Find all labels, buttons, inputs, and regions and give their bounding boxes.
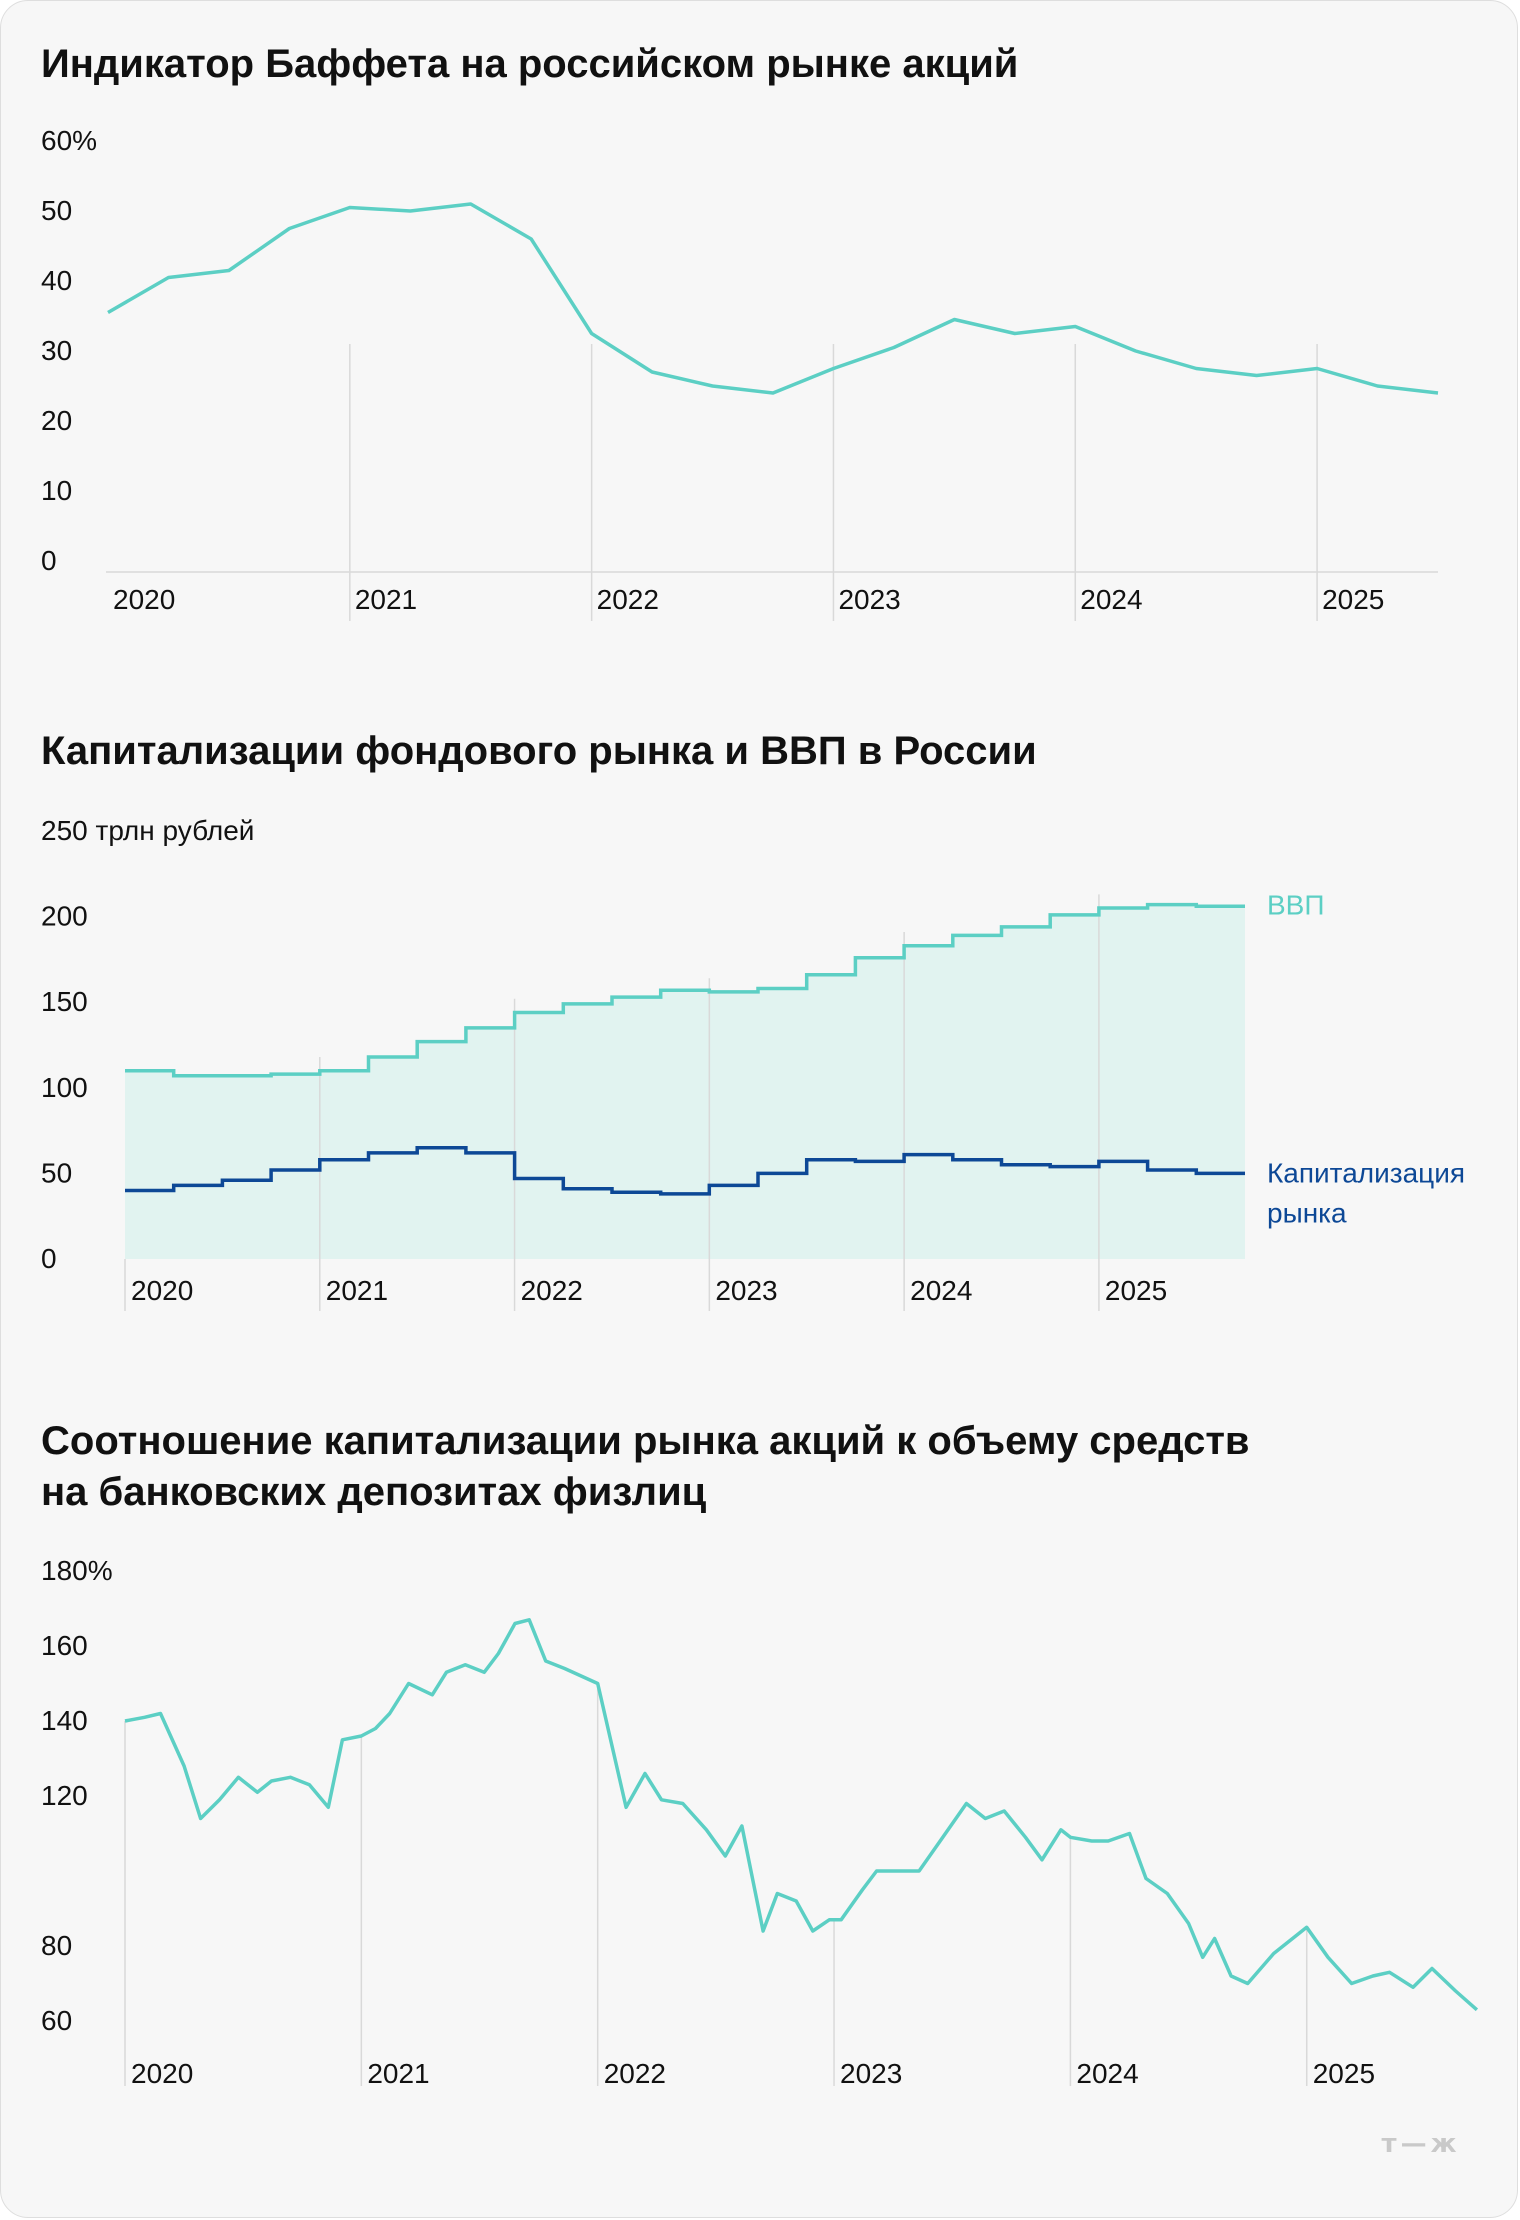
y-tick-label: 40 xyxy=(41,265,72,296)
y-tick-label: 0 xyxy=(41,545,57,576)
y-tick-label: 0 xyxy=(41,1243,57,1274)
buffett-indicator-line xyxy=(107,202,1439,395)
x-tick-label: 2025 xyxy=(1322,584,1384,615)
y-tick-label: 140 xyxy=(41,1705,88,1736)
y-tick-label: 200 xyxy=(41,901,88,932)
x-tick-label: 2022 xyxy=(521,1275,583,1306)
y-tick-label: 150 xyxy=(41,986,88,1017)
y-tick-label: 80 xyxy=(41,1930,72,1961)
chart3-title-line2: на банковских депозитах физлиц xyxy=(41,1470,707,1514)
x-tick-label: 2021 xyxy=(326,1275,388,1306)
tzh-logo: т—ж xyxy=(1358,2129,1484,2159)
y-tick-label: 160 xyxy=(41,1630,88,1661)
cap-to-deposits-line xyxy=(124,1618,1479,2012)
y-tick-label: 30 xyxy=(41,335,72,366)
gdp-series-label: ВВП xyxy=(1267,889,1324,920)
y-tick-label: 50 xyxy=(41,1157,72,1188)
y-tick-label: 180% xyxy=(41,1555,113,1586)
x-tick-label: 2022 xyxy=(597,584,659,615)
chart1-title: Индикатор Баффета на российском рынке ак… xyxy=(41,42,1019,86)
chart3-title-line1: Соотношение капитализации рынка акций к … xyxy=(41,1419,1250,1463)
market-cap-series-label-line1: Капитализация xyxy=(1267,1157,1465,1188)
y-tick-label: 120 xyxy=(41,1780,88,1811)
x-tick-label: 2024 xyxy=(1076,2058,1138,2089)
chart3-cap-to-deposits: 2020 2021 2022 2023 2024 2025 60 80 120 140 160 180… xyxy=(41,1555,1479,2089)
x-tick-label: 2020 xyxy=(113,584,175,615)
gdp-step-line xyxy=(125,902,1245,1078)
y-tick-label: 250 трлн рублей xyxy=(41,815,254,846)
chart1-buffett-indicator: 2020 2021 2022 2023 2024 2025 0 10 20 30 40 50 60% xyxy=(41,125,1439,621)
tzh-logo-text: т—ж xyxy=(1381,2129,1461,2159)
chart2-title: Капитализации фондового рынка и ВВП в Ро… xyxy=(41,729,1037,773)
x-tick-label: 2024 xyxy=(1080,584,1142,615)
y-tick-label: 100 xyxy=(41,1072,88,1103)
y-tick-label: 20 xyxy=(41,405,72,436)
y-tick-label: 60 xyxy=(41,2005,72,2036)
y-tick-label: 50 xyxy=(41,195,72,226)
market-cap-series-label-line2: рынка xyxy=(1267,1197,1347,1228)
market-cap-step-line xyxy=(125,1145,1245,1196)
gdp-area xyxy=(125,904,1245,1259)
x-tick-label: 2025 xyxy=(1313,2058,1375,2089)
x-tick-label: 2020 xyxy=(131,1275,193,1306)
x-tick-label: 2021 xyxy=(367,2058,429,2089)
x-tick-label: 2023 xyxy=(840,2058,902,2089)
x-tick-label: 2020 xyxy=(131,2058,193,2089)
x-tick-label: 2023 xyxy=(715,1275,777,1306)
y-tick-label: 10 xyxy=(41,475,72,506)
x-tick-label: 2023 xyxy=(838,584,900,615)
y-tick-label: 60% xyxy=(41,125,97,156)
x-tick-label: 2021 xyxy=(355,584,417,615)
x-tick-label: 2025 xyxy=(1105,1275,1167,1306)
x-tick-label: 2022 xyxy=(604,2058,666,2089)
x-tick-label: 2024 xyxy=(910,1275,972,1306)
chart2-cap-vs-gdp: 2020 2021 2022 2023 2024 2025 0 50 100 150 200 250 … xyxy=(41,815,1465,1311)
